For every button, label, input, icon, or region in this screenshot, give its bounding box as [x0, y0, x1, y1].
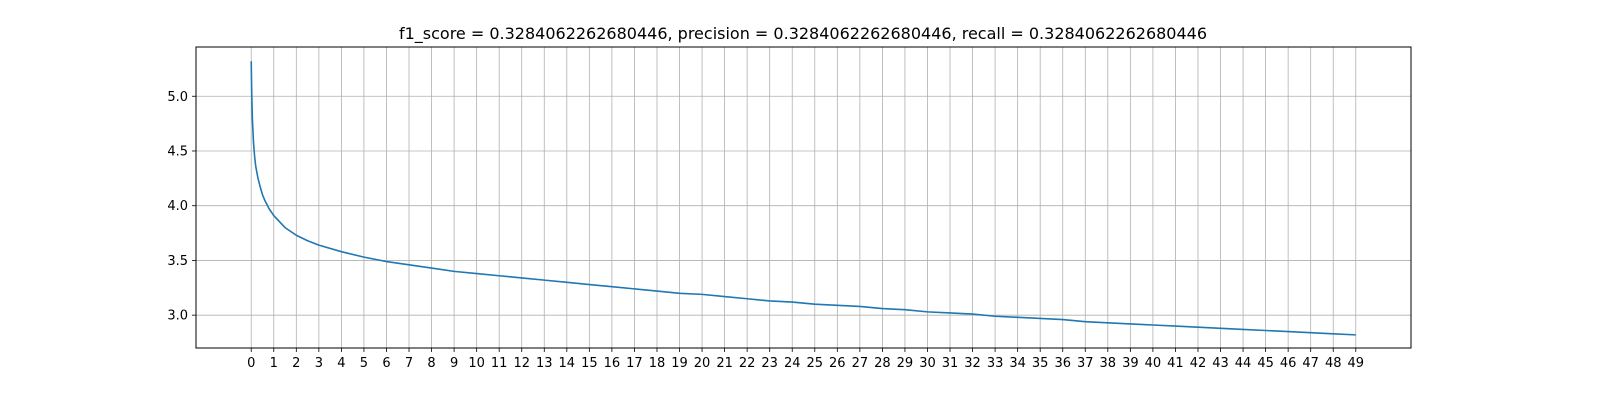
- x-tick-label: 15: [581, 356, 598, 371]
- x-tick-label: 8: [427, 356, 435, 371]
- x-tick-label: 46: [1280, 356, 1297, 371]
- x-tick-label: 45: [1257, 356, 1274, 371]
- x-tick-label: 24: [784, 356, 801, 371]
- x-tick-label: 21: [716, 356, 733, 371]
- x-tick-label: 17: [626, 356, 643, 371]
- x-tick-label: 41: [1167, 356, 1184, 371]
- x-tick-label: 37: [1077, 356, 1094, 371]
- x-tick-label: 30: [919, 356, 936, 371]
- x-tick-label: 44: [1235, 356, 1252, 371]
- x-tick-label: 32: [964, 356, 981, 371]
- x-tick-label: 2: [292, 356, 300, 371]
- x-tick-label: 28: [874, 356, 891, 371]
- x-tick-label: 23: [761, 356, 778, 371]
- y-tick-label: 3.5: [167, 254, 188, 269]
- x-tick-label: 13: [536, 356, 553, 371]
- x-tick-label: 40: [1145, 356, 1162, 371]
- y-tick-label: 4.5: [167, 144, 188, 159]
- y-tick-label: 5.0: [167, 90, 188, 105]
- x-tick-label: 5: [360, 356, 368, 371]
- y-tick-label: 4.0: [167, 199, 188, 214]
- x-tick-label: 3: [315, 356, 323, 371]
- x-tick-label: 47: [1302, 356, 1319, 371]
- x-tick-label: 16: [604, 356, 621, 371]
- series-layer: [250, 61, 1356, 336]
- x-tick-label: 4: [337, 356, 345, 371]
- x-tick-label: 14: [559, 356, 576, 371]
- x-tick-label: 39: [1122, 356, 1139, 371]
- x-tick-label: 35: [1032, 356, 1049, 371]
- x-tick-label: 7: [405, 356, 413, 371]
- x-tick-label: 10: [468, 356, 485, 371]
- x-tick-label: 18: [649, 356, 666, 371]
- x-tick-label: 6: [382, 356, 390, 371]
- x-tick-label: 49: [1347, 356, 1364, 371]
- x-tick-label: 31: [942, 356, 959, 371]
- x-tick-label: 29: [897, 356, 914, 371]
- chart-title: f1_score = 0.3284062262680446, precision…: [399, 24, 1207, 44]
- axes-frame: [195, 46, 1412, 349]
- x-tick-label: 48: [1325, 356, 1342, 371]
- y-tick-label: 3.0: [167, 309, 188, 324]
- x-tick-label: 9: [450, 356, 458, 371]
- x-tick-label: 26: [829, 356, 846, 371]
- x-tick-label: 22: [739, 356, 756, 371]
- x-tick-label: 33: [987, 356, 1004, 371]
- y-axis-ticks: 3.0 3.5 4.0 4.5 5.0: [167, 90, 196, 324]
- x-tick-label: 36: [1054, 356, 1071, 371]
- x-tick-label: 0: [247, 356, 255, 371]
- series-line: [250, 61, 1356, 336]
- x-tick-label: 25: [806, 356, 823, 371]
- x-axis-ticks: 0 1 2 3 4 5 6 7 8 9 10 11 12 13 14 15 16 17 18 19 20 21 22 23 24…: [247, 348, 1364, 371]
- x-tick-label: 1: [270, 356, 278, 371]
- x-tick-label: 34: [1009, 356, 1026, 371]
- x-tick-label: 19: [671, 356, 688, 371]
- x-tick-label: 27: [852, 356, 869, 371]
- x-tick-label: 20: [694, 356, 711, 371]
- x-tick-label: 43: [1212, 356, 1229, 371]
- x-tick-label: 38: [1100, 356, 1117, 371]
- x-tick-label: 11: [491, 356, 508, 371]
- x-tick-label: 42: [1190, 356, 1207, 371]
- grid-lines: [196, 47, 1411, 348]
- x-tick-label: 12: [513, 356, 530, 371]
